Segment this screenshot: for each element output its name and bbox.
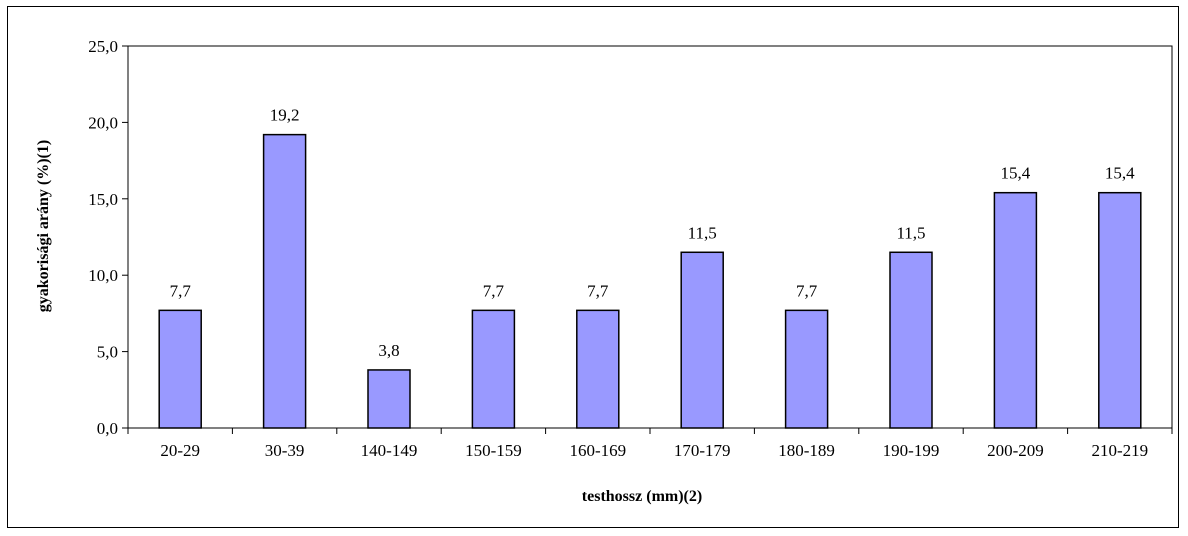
x-tick-label: 180-189: [778, 441, 835, 460]
axes-layer: [122, 45, 1173, 434]
bar-value-label: 11,5: [896, 223, 925, 242]
bar: [158, 309, 202, 429]
bar: [889, 251, 933, 429]
bar-value-label: 11,5: [688, 223, 717, 242]
bar-value-label: 15,4: [1001, 164, 1031, 183]
x-tick-label: 170-179: [674, 441, 731, 460]
bar: [784, 309, 829, 429]
bar: [367, 369, 411, 429]
bar-value-label: 15,4: [1105, 164, 1135, 183]
bar-value-label: 7,7: [170, 281, 192, 300]
bar-value-label: 7,7: [483, 281, 505, 300]
bar: [1098, 191, 1142, 429]
x-tick-label: 190-199: [883, 441, 940, 460]
x-tick-label: 20-29: [160, 441, 200, 460]
bar: [576, 309, 620, 429]
x-tick-label: 200-209: [987, 441, 1044, 460]
bar-value-label: 3,8: [378, 341, 399, 360]
x-tick-label: 210-219: [1091, 441, 1148, 460]
bar: [471, 309, 516, 429]
x-axis-title: testhossz (mm)(2): [582, 488, 702, 505]
bar-value-label: 7,7: [796, 281, 818, 300]
y-tick-label: 10,0: [88, 266, 118, 285]
y-axis-title: gyakorisági arány (%)(1): [35, 140, 52, 312]
y-tick-label: 20,0: [88, 113, 118, 132]
x-tick-label: 150-159: [465, 441, 522, 460]
y-tick-label: 0,0: [97, 419, 118, 438]
bars-layer: [158, 133, 1142, 429]
y-tick-label: 5,0: [97, 343, 118, 362]
bar: [262, 133, 307, 429]
bar: [993, 191, 1038, 429]
x-tick-label: 160-169: [569, 441, 626, 460]
chart-frame: [7, 6, 1179, 528]
bar-value-label: 7,7: [587, 281, 609, 300]
x-tick-label: 30-39: [265, 441, 305, 460]
y-tick-label: 25,0: [88, 37, 118, 56]
bar: [680, 251, 724, 429]
labels-layer: 0,0 5,0 10,0 15,0 20,0 25,0 7,7 20-29 19,2 30-39 3…: [88, 37, 1148, 460]
y-tick-label: 15,0: [88, 190, 118, 209]
bar-value-label: 19,2: [270, 106, 300, 125]
x-tick-label: 140-149: [361, 441, 418, 460]
